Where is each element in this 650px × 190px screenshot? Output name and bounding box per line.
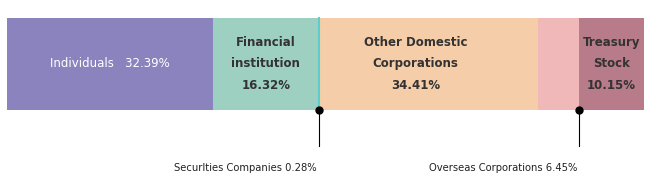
Bar: [213, 18, 317, 110]
Bar: [538, 18, 579, 110]
Text: Treasury: Treasury: [582, 36, 640, 49]
Text: Other Domestic: Other Domestic: [363, 36, 467, 49]
Text: Overseas Corporations 6.45%: Overseas Corporations 6.45%: [428, 163, 577, 173]
Bar: [318, 18, 538, 110]
Text: Securlties Companies 0.28%: Securlties Companies 0.28%: [174, 163, 317, 173]
Bar: [317, 18, 318, 110]
Text: Individuals   32.39%: Individuals 32.39%: [50, 58, 170, 70]
Text: Corporations: Corporations: [372, 58, 458, 70]
Text: 34.41%: 34.41%: [391, 79, 440, 92]
Bar: [579, 18, 644, 110]
Bar: [6, 18, 213, 110]
Text: Financial: Financial: [236, 36, 296, 49]
Text: 16.32%: 16.32%: [241, 79, 290, 92]
Text: Stock: Stock: [593, 58, 630, 70]
Text: 10.15%: 10.15%: [587, 79, 636, 92]
Text: institution: institution: [231, 58, 300, 70]
